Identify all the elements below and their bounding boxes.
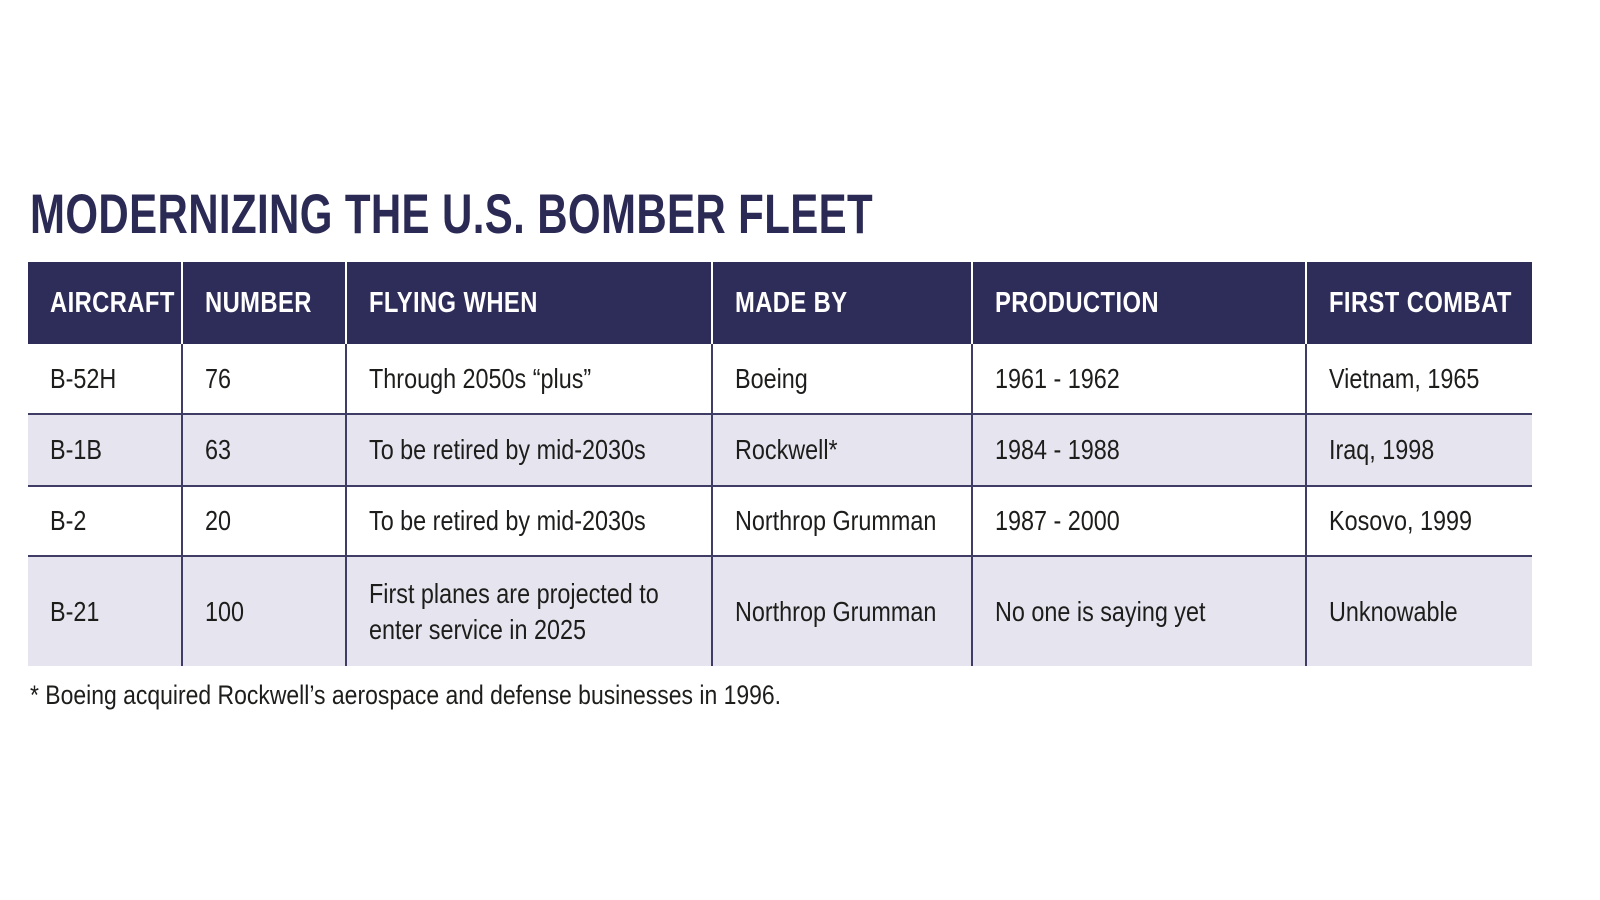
column-header-first-combat: FIRST COMBAT: [1305, 262, 1532, 344]
cell-text: To be retired by mid-2030s: [369, 434, 646, 466]
table-header: AIRCRAFT NUMBER FLYING WHEN MADE BY PROD…: [28, 262, 1532, 344]
cell-production: No one is saying yet: [971, 556, 1306, 666]
cell-text: Vietnam, 1965: [1329, 362, 1480, 394]
cell-text: Northrop Grumman: [735, 505, 937, 537]
column-header-first-combat-label: FIRST COMBAT: [1329, 286, 1512, 319]
cell-number: 100: [181, 556, 346, 666]
cell-text: B-2: [50, 505, 87, 537]
footnote-text: * Boeing acquired Rockwell’s aerospace a…: [30, 680, 782, 710]
cell-made-by: Northrop Grumman: [711, 486, 972, 556]
cell-text: Iraq, 1998: [1329, 434, 1435, 466]
cell-text: Northrop Grumman: [735, 595, 937, 627]
table-row-b2: B-2 20 To be retired by mid-2030s Northr…: [28, 486, 1532, 556]
cell-made-by: Rockwell*: [711, 414, 972, 486]
cell-text: 100: [205, 595, 245, 627]
column-header-flying-when-label: FLYING WHEN: [369, 286, 538, 319]
cell-aircraft: B-21: [28, 556, 182, 666]
cell-production: 1984 - 1988: [971, 414, 1306, 486]
column-header-production: PRODUCTION: [971, 262, 1306, 344]
cell-text: Rockwell*: [735, 434, 838, 466]
cell-aircraft: B-1B: [28, 414, 182, 486]
cell-text: 1961 - 1962: [995, 362, 1120, 394]
cell-text: To be retired by mid-2030s: [369, 505, 646, 537]
cell-text: 1984 - 1988: [995, 434, 1120, 466]
cell-first-combat: Unknowable: [1305, 556, 1532, 666]
cell-number: 76: [181, 344, 346, 414]
cell-first-combat: Iraq, 1998: [1305, 414, 1532, 486]
table-row-b1b: B-1B 63 To be retired by mid-2030s Rockw…: [28, 414, 1532, 486]
cell-text: First planes are projected to enter serv…: [369, 577, 659, 645]
infographic-content: MODERNIZING THE U.S. BOMBER FLEET AIRCRA…: [28, 186, 1532, 711]
cell-aircraft: B-52H: [28, 344, 182, 414]
table-body: B-52H 76 Through 2050s “plus” Boeing 196…: [28, 344, 1532, 666]
cell-text: 1987 - 2000: [995, 505, 1120, 537]
cell-first-combat: Kosovo, 1999: [1305, 486, 1532, 556]
table-row-b52h: B-52H 76 Through 2050s “plus” Boeing 196…: [28, 344, 1532, 414]
cell-text: No one is saying yet: [995, 595, 1206, 627]
column-header-flying-when: FLYING WHEN: [345, 262, 712, 344]
cell-text: Kosovo, 1999: [1329, 505, 1472, 537]
footnote: * Boeing acquired Rockwell’s aerospace a…: [30, 680, 1532, 711]
cell-text: Boeing: [735, 362, 808, 394]
header-row: AIRCRAFT NUMBER FLYING WHEN MADE BY PROD…: [28, 262, 1532, 344]
cell-aircraft: B-2: [28, 486, 182, 556]
column-header-number: NUMBER: [181, 262, 346, 344]
column-header-made-by: MADE BY: [711, 262, 972, 344]
column-header-aircraft: AIRCRAFT: [28, 262, 182, 344]
column-header-aircraft-label: AIRCRAFT: [50, 286, 175, 319]
cell-flying-when: Through 2050s “plus”: [345, 344, 712, 414]
column-header-made-by-label: MADE BY: [735, 286, 848, 319]
cell-number: 20: [181, 486, 346, 556]
cell-flying-when: To be retired by mid-2030s: [345, 414, 712, 486]
cell-text: B-1B: [50, 434, 102, 466]
cell-number: 63: [181, 414, 346, 486]
cell-made-by: Northrop Grumman: [711, 556, 972, 666]
page-title: MODERNIZING THE U.S. BOMBER FLEET: [30, 186, 1532, 242]
cell-text: Unknowable: [1329, 595, 1458, 627]
cell-production: 1987 - 2000: [971, 486, 1306, 556]
cell-text: B-21: [50, 595, 100, 627]
cell-production: 1961 - 1962: [971, 344, 1306, 414]
cell-text: 20: [205, 505, 232, 537]
cell-made-by: Boeing: [711, 344, 972, 414]
column-header-number-label: NUMBER: [205, 286, 312, 319]
cell-text: Through 2050s “plus”: [369, 362, 592, 394]
cell-flying-when: First planes are projected to enter serv…: [345, 556, 712, 666]
cell-first-combat: Vietnam, 1965: [1305, 344, 1532, 414]
cell-text: 76: [205, 362, 232, 394]
cell-text: 63: [205, 434, 232, 466]
table-row-b21: B-21 100 First planes are projected to e…: [28, 556, 1532, 666]
page-title-text: MODERNIZING THE U.S. BOMBER FLEET: [30, 182, 874, 245]
cell-text: B-52H: [50, 362, 117, 394]
bomber-fleet-table: AIRCRAFT NUMBER FLYING WHEN MADE BY PROD…: [28, 262, 1532, 666]
cell-flying-when: To be retired by mid-2030s: [345, 486, 712, 556]
column-header-production-label: PRODUCTION: [995, 286, 1159, 319]
